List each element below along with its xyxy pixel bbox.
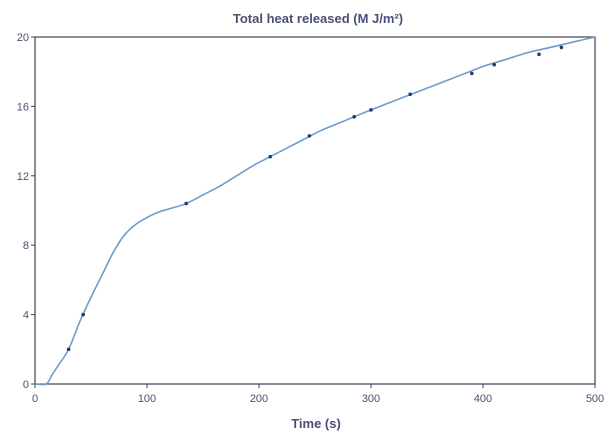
data-point: [81, 312, 85, 317]
x-tick-label: 0: [32, 393, 38, 405]
data-point: [268, 154, 273, 159]
x-axis-label: Time (s): [291, 416, 341, 431]
y-axis-ticks: 0 4 8 12 16 20: [17, 32, 35, 391]
data-point: [66, 347, 71, 352]
data-point: [559, 45, 564, 50]
x-tick-label: 200: [250, 393, 268, 405]
x-tick-label: 400: [474, 393, 492, 405]
data-point: [470, 71, 474, 76]
x-tick-label: 100: [138, 393, 156, 405]
series-line: [34, 36, 596, 386]
data-point: [492, 62, 497, 67]
data-point: [408, 92, 413, 97]
x-axis-ticks: 0 100 200 300 400 500: [32, 384, 604, 405]
data-point: [352, 115, 357, 119]
data-point: [307, 134, 312, 138]
y-tick-label: 0: [23, 379, 29, 391]
data-point: [369, 108, 373, 112]
y-tick-label: 12: [17, 171, 29, 183]
x-tick-label: 300: [362, 393, 380, 405]
y-tick-label: 16: [17, 101, 29, 113]
data-point: [184, 201, 188, 206]
y-tick-label: 8: [23, 240, 29, 252]
plot-frame: [34, 36, 596, 385]
data-markers: [66, 45, 564, 352]
y-tick-label: 20: [17, 32, 29, 44]
x-tick-label: 500: [586, 393, 604, 405]
y-tick-label: 4: [23, 310, 29, 322]
data-point: [537, 52, 541, 57]
chart-title: Total heat released (M J/m²): [233, 11, 403, 26]
